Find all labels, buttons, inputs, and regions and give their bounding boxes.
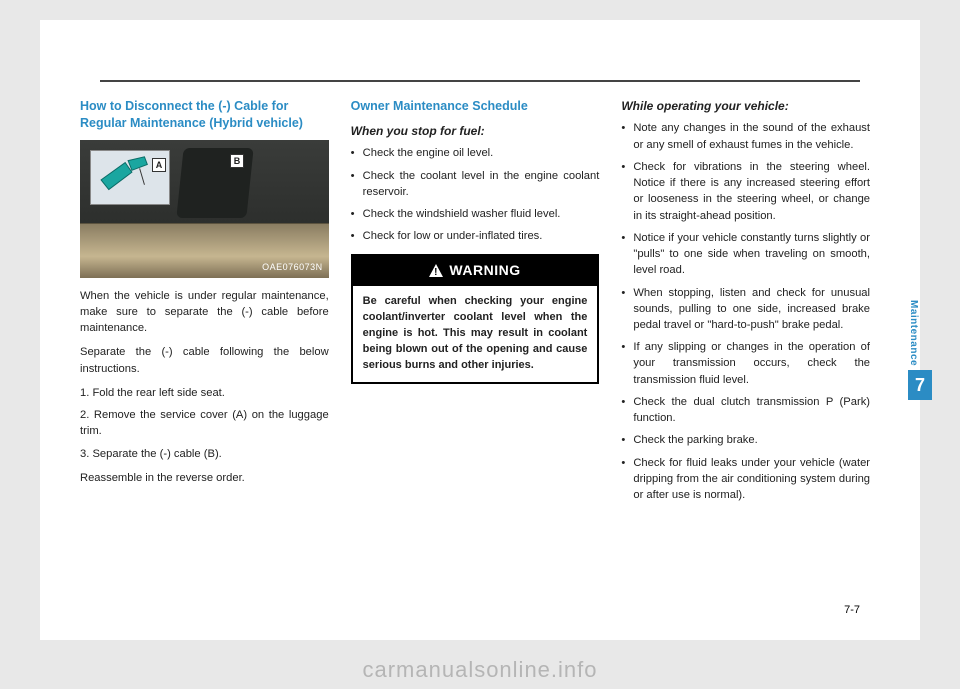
warning-body: Be careful when checking your engine coo… <box>353 286 598 382</box>
col1-step3: 3. Separate the (-) cable (B). <box>80 446 329 462</box>
side-tab: Maintenance 7 <box>908 300 932 400</box>
col3-b6: Check the dual clutch transmission P (Pa… <box>621 394 870 426</box>
col3-bullets: Note any changes in the sound of the exh… <box>621 120 870 503</box>
figure-marker-a: A <box>152 158 166 172</box>
side-tab-chapter: 7 <box>908 370 932 400</box>
side-tab-label: Maintenance <box>908 300 919 366</box>
warning-header: ! WARNING <box>353 256 598 286</box>
figure-marker-b: B <box>230 154 244 168</box>
col3-b1: Note any changes in the sound of the exh… <box>621 120 870 152</box>
col1-heading: How to Disconnect the (-) Cable for Regu… <box>80 98 329 132</box>
col1-step2: 2. Remove the service cover (A) on the l… <box>80 407 329 439</box>
col1-para2: Separate the (-) cable following the bel… <box>80 344 329 376</box>
col2-b1: Check the engine oil level. <box>351 145 600 161</box>
col3-b8: Check for fluid leaks under your vehicle… <box>621 455 870 504</box>
col3-b4: When stopping, listen and check for unus… <box>621 285 870 334</box>
col1-steps: 1. Fold the rear left side seat. 2. Remo… <box>80 385 329 462</box>
column-3: While operating your vehicle: Note any c… <box>621 98 870 513</box>
column-2: Owner Maintenance Schedule When you stop… <box>351 98 600 513</box>
col3-subhead: While operating your vehicle: <box>621 98 870 115</box>
col1-step1: 1. Fold the rear left side seat. <box>80 385 329 401</box>
col3-b5: If any slipping or changes in the operat… <box>621 339 870 388</box>
col3-b3: Notice if your vehicle constantly turns … <box>621 230 870 279</box>
col1-para1: When the vehicle is under regular mainte… <box>80 288 329 337</box>
col1-para3: Reassemble in the reverse order. <box>80 470 329 486</box>
col2-b2: Check the coolant level in the engine co… <box>351 168 600 200</box>
figure-code: OAE076073N <box>262 261 323 274</box>
col2-subhead: When you stop for fuel: <box>351 123 600 140</box>
column-1: How to Disconnect the (-) Cable for Regu… <box>80 98 329 513</box>
top-rule <box>100 80 860 82</box>
col2-b3: Check the windshield washer fluid level. <box>351 206 600 222</box>
figure-cable: A B OAE076073N <box>80 140 329 278</box>
warning-title: WARNING <box>449 262 520 278</box>
svg-text:!: ! <box>435 267 439 277</box>
col3-b2: Check for vibrations in the steering whe… <box>621 159 870 224</box>
col2-bullets: Check the engine oil level. Check the co… <box>351 145 600 244</box>
col2-b4: Check for low or under-inflated tires. <box>351 228 600 244</box>
manual-page: How to Disconnect the (-) Cable for Regu… <box>40 20 920 640</box>
warning-box: ! WARNING Be careful when checking your … <box>351 254 600 384</box>
warning-icon: ! <box>429 263 443 282</box>
page-number: 7-7 <box>844 604 860 616</box>
col2-heading: Owner Maintenance Schedule <box>351 98 600 115</box>
content-columns: How to Disconnect the (-) Cable for Regu… <box>80 98 870 513</box>
col3-b7: Check the parking brake. <box>621 432 870 448</box>
watermark: carmanualsonline.info <box>0 657 960 683</box>
